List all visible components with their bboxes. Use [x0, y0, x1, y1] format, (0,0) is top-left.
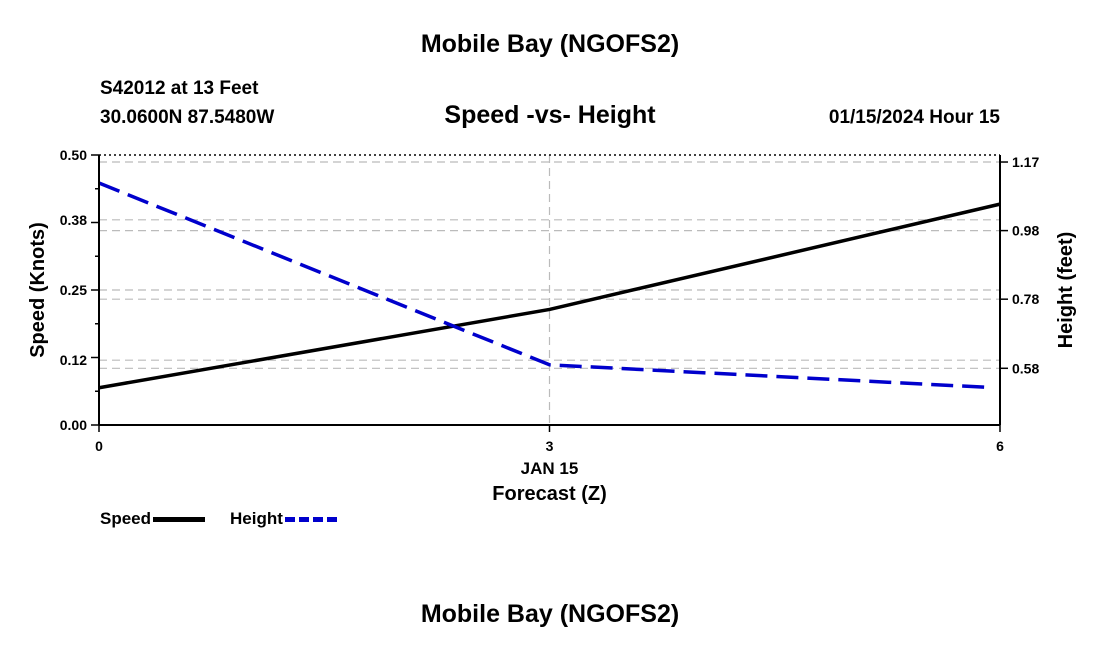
legend-item-height: Height — [230, 509, 337, 529]
labels-layer: 0.00 0.12 0.25 0.38 0.50 0.58 0.78 0.98 1.17 0 3 6 J… — [27, 147, 1077, 505]
station-label: S42012 at 13 Feet — [100, 78, 259, 99]
series-height-line — [98, 181, 992, 390]
legend-label-speed: Speed — [100, 509, 152, 528]
legend-swatch-speed — [153, 516, 206, 522]
y2-tick-label-3: 1.17 — [1012, 154, 1039, 170]
speed-height-chart: 0.00 0.12 0.25 0.38 0.50 0.58 0.78 0.98 1.17 0 3 6 J… — [27, 147, 1077, 505]
x-tick-label-0: 0 — [95, 438, 103, 454]
chart-title: Speed -vs- Height — [444, 101, 656, 129]
legend-item-speed: Speed — [100, 509, 206, 529]
x-tick-label-1: 3 — [546, 438, 554, 454]
y-axis-label: Speed (Knots) — [27, 222, 49, 358]
x-axis-label: Forecast (Z) — [492, 483, 606, 505]
x-date-label: JAN 15 — [521, 459, 579, 478]
y-tick-label-2: 0.25 — [60, 282, 87, 298]
page-title: Mobile Bay (NGOFS2) — [420, 30, 680, 58]
y-tick-label-1: 0.12 — [60, 352, 87, 368]
y2-tick-label-1: 0.78 — [1012, 291, 1039, 307]
series-speed-line — [98, 202, 1001, 390]
y-tick-label-4: 0.50 — [60, 147, 87, 163]
datetime-label: 01/15/2024 Hour 15 — [828, 107, 1000, 128]
footer-title: Mobile Bay (NGOFS2) — [420, 600, 680, 628]
y2-axis-label: Height (feet) — [1055, 232, 1077, 349]
legend-swatch-height — [284, 516, 337, 522]
series-layer — [98, 181, 1001, 390]
coordinates-label: 30.0600N 87.5480W — [100, 107, 275, 128]
legend-label-height: Height — [230, 509, 283, 528]
x-tick-label-2: 6 — [996, 438, 1004, 454]
y2-tick-label-0: 0.58 — [1012, 360, 1039, 376]
axes-layer — [91, 154, 1008, 432]
grid-layer — [99, 155, 1000, 425]
y-tick-label-3: 0.38 — [60, 212, 87, 228]
y-tick-label-0: 0.00 — [60, 417, 87, 433]
y2-tick-label-2: 0.98 — [1012, 223, 1039, 239]
